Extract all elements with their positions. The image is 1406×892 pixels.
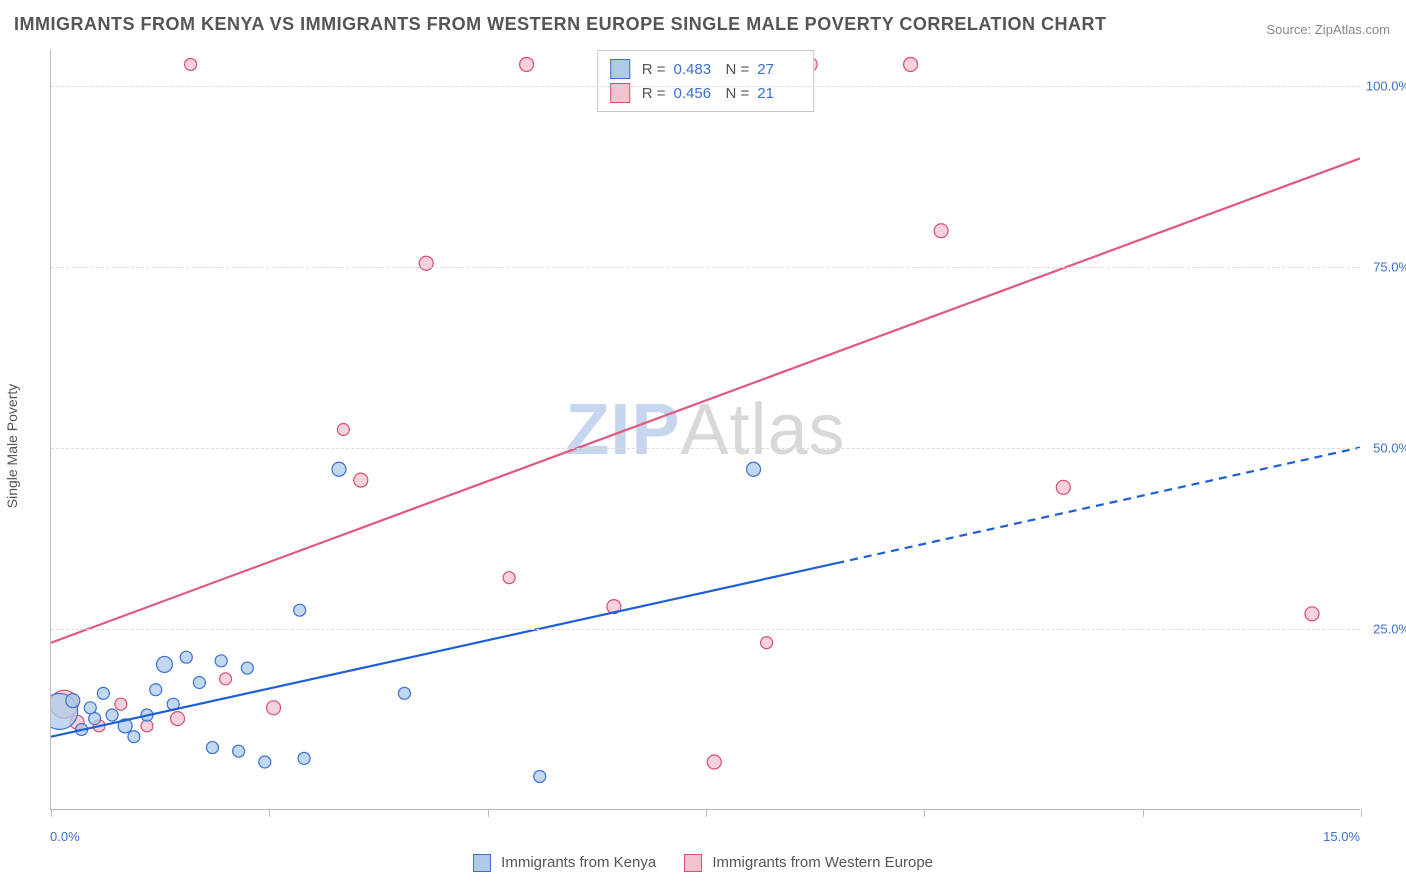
- x-tick: [51, 809, 52, 817]
- y-tick-label: 100.0%: [1364, 79, 1406, 94]
- data-point-kenya: [128, 731, 140, 743]
- x-axis-label-right: 15.0%: [1323, 829, 1360, 844]
- legend-label-weurope: Immigrants from Western Europe: [712, 854, 933, 871]
- stats-box: R = 0.483 N = 27 R = 0.456 N = 21: [597, 50, 815, 112]
- legend-swatch-weurope: [684, 854, 702, 872]
- legend-swatch-kenya: [473, 854, 491, 872]
- data-point-weurope: [520, 57, 534, 71]
- gridline: [51, 86, 1360, 87]
- data-point-kenya: [215, 655, 227, 667]
- data-point-weurope: [141, 720, 153, 732]
- data-point-kenya: [106, 709, 118, 721]
- legend-item-kenya: Immigrants from Kenya: [473, 854, 656, 872]
- x-tick: [1143, 809, 1144, 817]
- stats-row-kenya: R = 0.483 N = 27: [610, 57, 802, 81]
- data-point-kenya: [167, 698, 179, 710]
- data-point-kenya: [193, 677, 205, 689]
- data-point-weurope: [115, 698, 127, 710]
- data-point-kenya: [534, 770, 546, 782]
- x-tick: [924, 809, 925, 817]
- data-point-weurope: [1305, 607, 1319, 621]
- data-point-kenya: [156, 656, 172, 672]
- data-point-kenya: [398, 687, 410, 699]
- n-value-kenya: 27: [757, 61, 801, 78]
- chart-svg: [51, 50, 1360, 809]
- data-point-weurope: [51, 690, 78, 718]
- data-point-kenya: [150, 684, 162, 696]
- data-point-kenya: [141, 709, 153, 721]
- x-axis-label-left: 0.0%: [50, 829, 80, 844]
- data-point-weurope: [185, 58, 197, 70]
- n-label: N =: [726, 61, 750, 78]
- data-point-weurope: [503, 572, 515, 584]
- data-point-kenya: [66, 694, 80, 708]
- stats-row-weurope: R = 0.456 N = 21: [610, 81, 802, 105]
- y-axis-title: Single Male Poverty: [4, 384, 20, 509]
- data-point-kenya: [97, 687, 109, 699]
- legend-item-weurope: Immigrants from Western Europe: [684, 854, 933, 872]
- gridline: [51, 448, 1360, 449]
- watermark: ZIPAtlas: [565, 389, 845, 471]
- watermark-atlas: Atlas: [680, 390, 845, 470]
- data-point-kenya: [180, 651, 192, 663]
- data-point-weurope: [1056, 480, 1070, 494]
- data-point-kenya: [298, 752, 310, 764]
- y-tick-label: 25.0%: [1364, 622, 1406, 637]
- data-point-kenya: [332, 462, 346, 476]
- data-point-weurope: [70, 715, 84, 729]
- x-tick: [706, 809, 707, 817]
- legend: Immigrants from Kenya Immigrants from We…: [473, 854, 933, 872]
- data-point-kenya: [259, 756, 271, 768]
- data-point-kenya: [206, 742, 218, 754]
- data-point-kenya: [294, 604, 306, 616]
- data-point-kenya: [241, 662, 253, 674]
- data-point-weurope: [337, 424, 349, 436]
- data-point-weurope: [607, 600, 621, 614]
- data-point-weurope: [93, 720, 105, 732]
- data-point-kenya: [76, 723, 88, 735]
- data-point-weurope: [267, 701, 281, 715]
- swatch-kenya: [610, 59, 630, 79]
- x-tick: [488, 809, 489, 817]
- legend-label-kenya: Immigrants from Kenya: [501, 854, 656, 871]
- r-label: R =: [642, 61, 666, 78]
- chart-title: IMMIGRANTS FROM KENYA VS IMMIGRANTS FROM…: [14, 14, 1107, 35]
- data-point-weurope: [707, 755, 721, 769]
- data-point-weurope: [171, 712, 185, 726]
- r-value-kenya: 0.483: [674, 61, 718, 78]
- data-point-kenya: [747, 462, 761, 476]
- data-point-weurope: [934, 224, 948, 238]
- x-tick: [269, 809, 270, 817]
- data-point-weurope: [761, 637, 773, 649]
- gridline: [51, 267, 1360, 268]
- data-point-kenya: [84, 702, 96, 714]
- source-attribution: Source: ZipAtlas.com: [1266, 22, 1390, 37]
- y-tick-label: 50.0%: [1364, 441, 1406, 456]
- data-point-kenya: [233, 745, 245, 757]
- data-point-kenya: [118, 719, 132, 733]
- data-point-weurope: [904, 57, 918, 71]
- data-point-kenya: [89, 713, 101, 725]
- data-point-weurope: [354, 473, 368, 487]
- x-tick: [1361, 809, 1362, 817]
- plot-area: ZIPAtlas R = 0.483 N = 27 R = 0.456 N = …: [50, 50, 1360, 810]
- data-point-weurope: [220, 673, 232, 685]
- watermark-zip: ZIP: [565, 390, 680, 470]
- y-tick-label: 75.0%: [1364, 260, 1406, 275]
- gridline: [51, 629, 1360, 630]
- data-point-kenya: [51, 693, 78, 729]
